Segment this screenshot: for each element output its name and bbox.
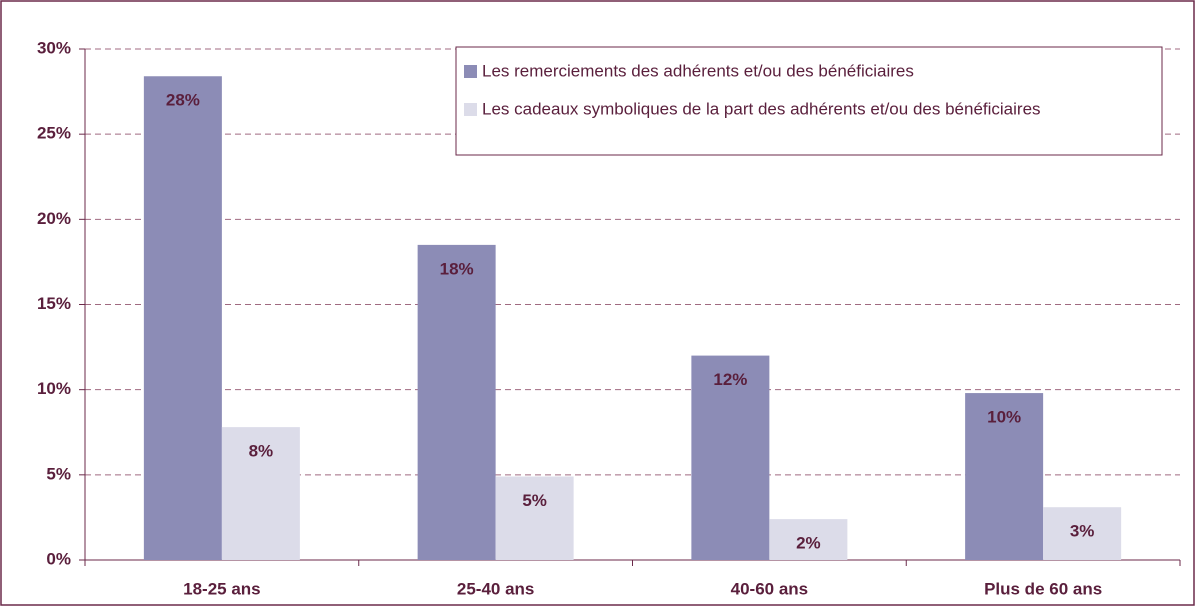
y-tick-label: 5% <box>46 464 71 483</box>
bar <box>691 355 770 560</box>
y-tick-label: 10% <box>37 379 71 398</box>
bar <box>417 244 496 560</box>
legend-label: Les remerciements des adhérents et/ou de… <box>482 61 914 80</box>
data-label: 10% <box>987 408 1021 427</box>
y-tick-label: 15% <box>37 294 71 313</box>
y-tick-label: 20% <box>37 209 71 228</box>
bar <box>965 393 1044 560</box>
bar <box>1043 507 1122 560</box>
data-label: 18% <box>440 259 474 278</box>
x-tick-label: 25-40 ans <box>457 579 535 598</box>
data-label: 12% <box>713 370 747 389</box>
legend-box <box>455 46 1163 156</box>
y-tick-label: 25% <box>37 124 71 143</box>
x-tick-label: Plus de 60 ans <box>984 579 1102 598</box>
x-tick-label: 40-60 ans <box>731 579 809 598</box>
legend-swatch <box>464 103 477 116</box>
y-tick-label: 0% <box>46 549 71 568</box>
data-label: 8% <box>249 442 274 461</box>
bar <box>495 476 574 560</box>
bar <box>221 427 300 560</box>
x-tick-label: 18-25 ans <box>183 579 261 598</box>
y-tick-label: 30% <box>37 38 71 57</box>
bar <box>769 519 848 560</box>
data-label: 5% <box>522 491 547 510</box>
data-label: 28% <box>166 91 200 110</box>
legend-label: Les cadeaux symboliques de la part des a… <box>482 99 1041 118</box>
legend-swatch <box>464 65 477 78</box>
data-label: 3% <box>1070 522 1095 541</box>
bar <box>143 76 222 561</box>
data-label: 2% <box>796 534 821 553</box>
